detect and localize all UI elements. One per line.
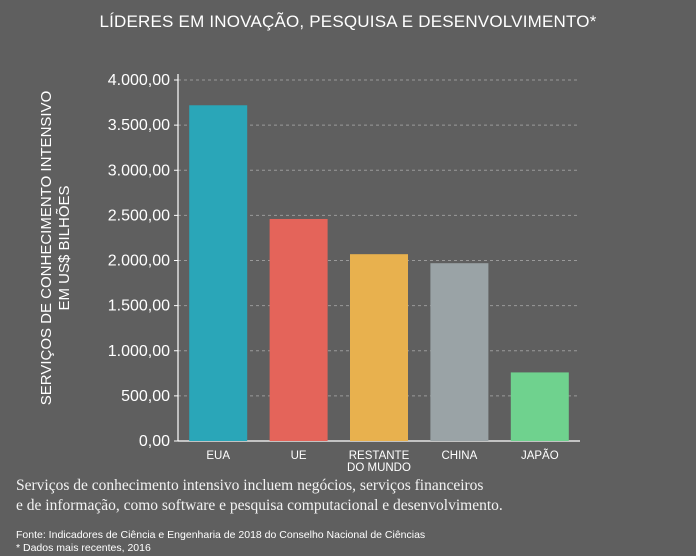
y-tick-label: 2.500,00 — [108, 207, 170, 224]
y-tick-label: 1.500,00 — [108, 298, 170, 315]
y-tick-label: 500,00 — [121, 388, 170, 405]
asterisk-note: * Dados mais recentes, 2016 — [16, 542, 151, 554]
y-axis-label-line-2: EM US$ BILHÕES — [56, 185, 73, 310]
source-line: Fonte: Indicadores de Ciência e Engenhar… — [16, 529, 426, 541]
y-tick-labels: 0,00 500,00 1.000,00 1.500,00 2.000,00 2.500,… — [108, 72, 170, 450]
x-category-label: RESTANTE — [349, 450, 410, 462]
chart-title: LÍDERES EM INOVAÇÃO, PESQUISA E DESENVOL… — [99, 12, 597, 31]
chart-footnote: Serviços de conhecimento intensivo inclu… — [16, 476, 676, 516]
bar — [189, 105, 248, 442]
x-category-label: JAPÃO — [521, 449, 559, 462]
bars — [189, 105, 569, 442]
y-axis-label-line-1: SERVIÇOS DE CONHECIMENTO INTENSIVO — [38, 91, 55, 406]
x-category-label: CHINA — [442, 450, 478, 462]
x-category-label: EUA — [206, 450, 230, 462]
y-tick-label: 3.500,00 — [108, 117, 170, 134]
bar — [430, 263, 489, 441]
y-tick-label: 0,00 — [139, 433, 170, 450]
x-category-label: DO MUNDO — [347, 462, 411, 474]
y-tick-label: 3.000,00 — [108, 162, 170, 179]
y-tick-label: 4.000,00 — [108, 72, 170, 89]
source-note: Fonte: Indicadores de Ciência e Engenhar… — [16, 529, 425, 555]
y-tick-label: 2.000,00 — [108, 253, 170, 270]
y-tick-label: 1.000,00 — [108, 343, 170, 360]
bar — [510, 372, 569, 441]
y-axis-label: SERVIÇOS DE CONHECIMENTO INTENSIVO EM US… — [38, 91, 73, 406]
footnote-line-2: e de informação, como software e pesquis… — [16, 497, 503, 514]
footnote-line-1: Serviços de conhecimento intensivo inclu… — [16, 477, 484, 494]
bar — [350, 254, 408, 441]
x-category-label: UE — [291, 450, 307, 462]
bar — [269, 218, 328, 441]
